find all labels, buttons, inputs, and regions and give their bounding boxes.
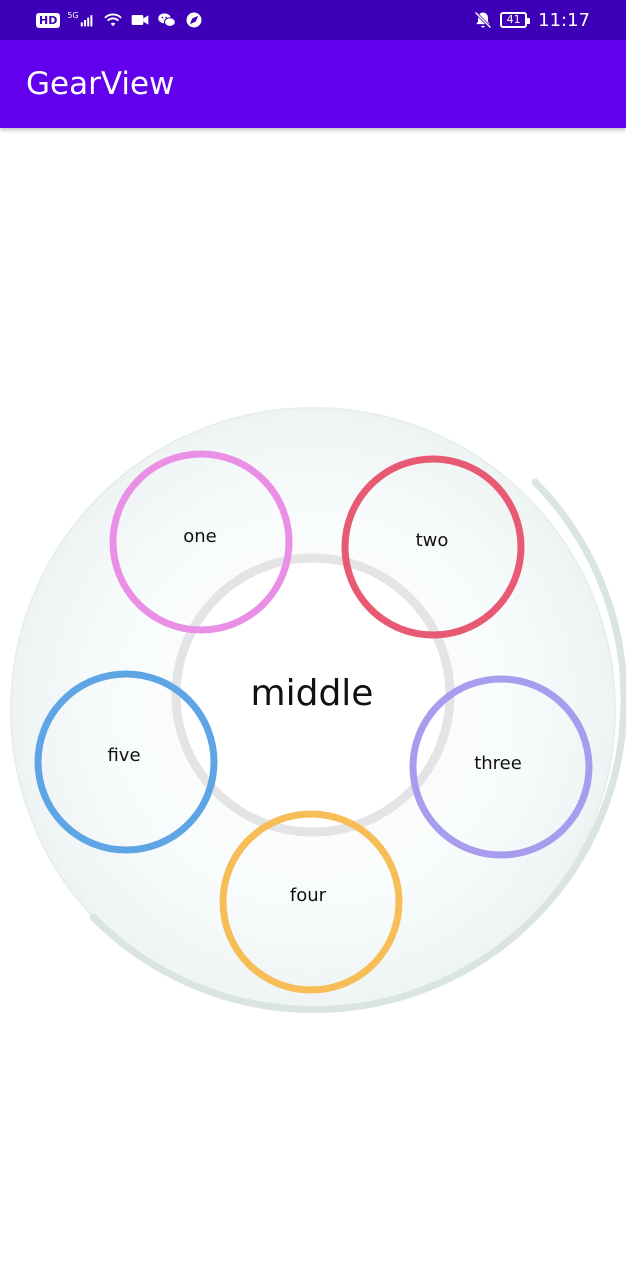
status-left: HD 5G	[36, 10, 204, 30]
battery-icon: 41	[500, 12, 531, 28]
app-title: GearView	[26, 66, 175, 102]
gear-item-three-label: three	[474, 753, 522, 774]
clock: 11:17	[538, 9, 590, 31]
gear-item-one[interactable]: one	[109, 450, 293, 634]
gear-item-five-label: five	[107, 745, 140, 766]
gear-item-three[interactable]: three	[409, 675, 593, 859]
outer-ring-shadow	[89, 478, 626, 1014]
browser-icon	[186, 12, 202, 28]
gear-item-four-label: four	[290, 885, 327, 906]
gear-item-two-label: two	[416, 530, 449, 551]
gear-item-five[interactable]: five	[34, 670, 218, 854]
gear-item-two-ring	[341, 455, 525, 639]
gear-item-one-ring	[109, 450, 293, 634]
gear-item-four-ring	[219, 810, 403, 994]
hd-icon: HD	[36, 12, 61, 28]
signal-icon: 5G	[67, 12, 95, 28]
video-icon	[131, 15, 148, 25]
bell-off-icon	[474, 11, 492, 29]
network-label: 5G	[67, 11, 79, 20]
gear-item-five-ring	[34, 670, 218, 854]
app-bar: GearView	[0, 40, 626, 128]
status-bar: HD 5G	[0, 0, 626, 40]
wifi-icon	[103, 13, 122, 27]
wechat-icon	[157, 13, 176, 27]
gear-item-three-ring	[409, 675, 593, 859]
battery-level: 41	[506, 13, 521, 26]
status-right: 41 11:17	[473, 10, 590, 31]
gear-item-two[interactable]: two	[341, 455, 525, 639]
gear-item-four[interactable]: four	[219, 810, 403, 994]
middle-label: middle	[251, 673, 374, 714]
gear-item-one-label: one	[183, 526, 217, 547]
